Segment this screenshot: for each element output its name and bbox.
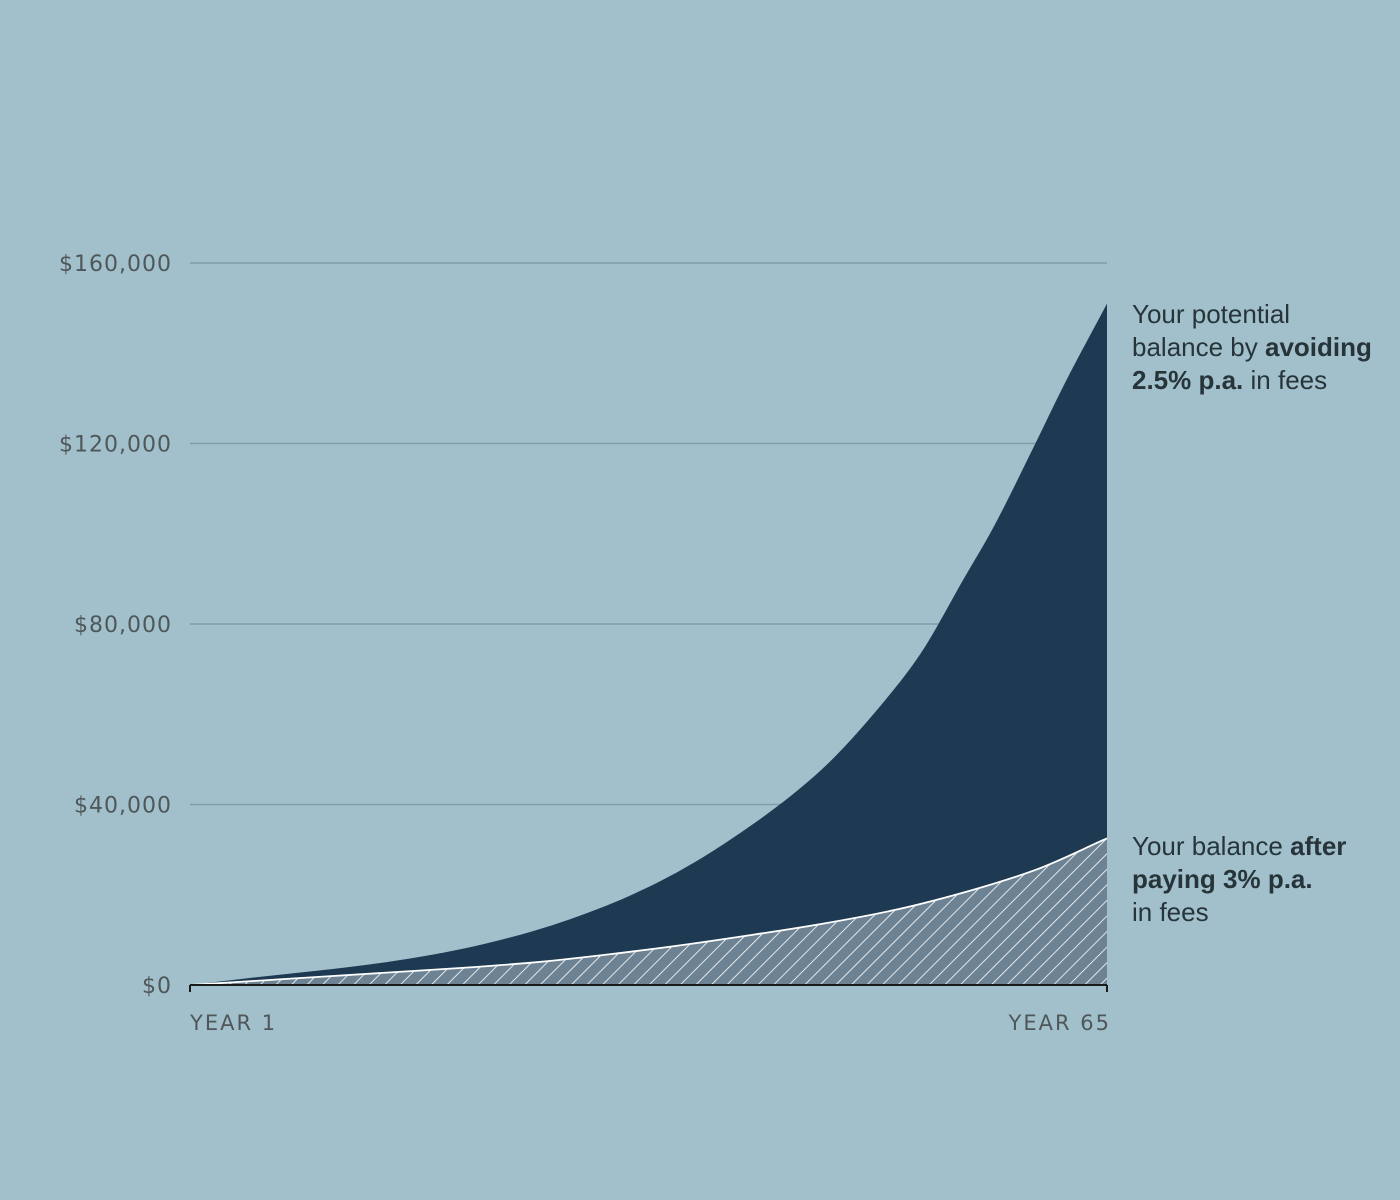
annotation-after-line1-bold: after [1290, 831, 1347, 861]
area-potential [190, 303, 1107, 985]
axes: $0 $40,000 $80,000 $120,000 $160,000 YEAR 1 YE… [59, 252, 1111, 1035]
annotation-potential-balance: Your potential balance by avoiding 2.5% … [1132, 298, 1372, 397]
annotation-potential-line2-text: balance by [1132, 332, 1265, 362]
annotation-after-line2-bold: paying 3% p.a. [1132, 864, 1313, 894]
annotation-potential-line3-text: in fees [1243, 365, 1328, 395]
annotation-potential-line2-bold: avoiding [1264, 332, 1372, 362]
annotation-after-line2: paying 3% p.a. [1132, 863, 1346, 896]
y-tick-label: $120,000 [59, 433, 172, 458]
annotation-after-line1: Your balance after [1132, 830, 1346, 863]
y-tick-label: $40,000 [74, 794, 172, 819]
y-tick-label: $0 [142, 974, 172, 999]
annotation-after-fees-balance: Your balance after paying 3% p.a. in fee… [1132, 830, 1346, 929]
annotation-after-line1-text: Your balance [1132, 831, 1291, 861]
area-series [189, 303, 1108, 986]
y-tick-label: $80,000 [74, 613, 172, 638]
x-tick-label: YEAR 65 [1008, 1011, 1111, 1035]
y-tick-label: $160,000 [59, 252, 172, 277]
area-after-fees [190, 838, 1107, 985]
annotation-potential-line2: balance by avoiding [1132, 331, 1372, 364]
annotation-after-line3: in fees [1132, 897, 1209, 927]
annotation-potential-line1: Your potential [1132, 299, 1291, 329]
x-tick-label: YEAR 1 [189, 1011, 277, 1035]
annotation-potential-line3-bold: 2.5% p.a. [1132, 365, 1244, 395]
annotation-potential-line3: 2.5% p.a. in fees [1132, 364, 1372, 397]
area-after-fees-edge [189, 837, 1108, 986]
